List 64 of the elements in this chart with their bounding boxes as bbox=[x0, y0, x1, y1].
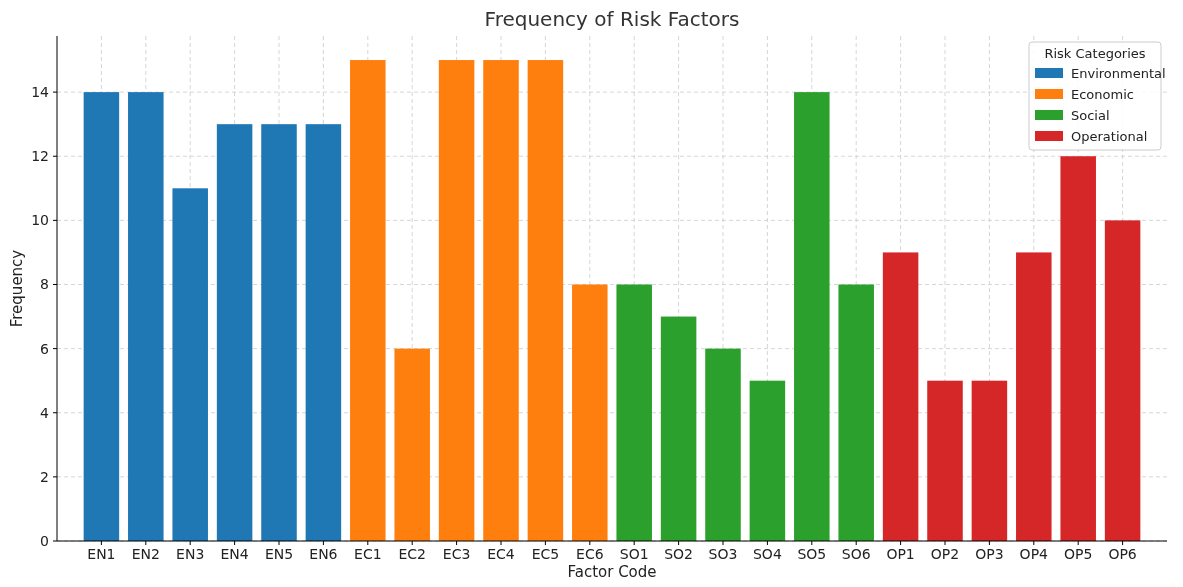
bar bbox=[838, 284, 874, 541]
x-tick-label: EN6 bbox=[309, 546, 338, 562]
bar bbox=[616, 284, 652, 541]
legend-label: Environmental bbox=[1071, 65, 1166, 81]
legend-label: Social bbox=[1071, 107, 1110, 123]
y-tick-label: 8 bbox=[40, 276, 49, 293]
y-tick-label: 6 bbox=[40, 340, 50, 357]
y-axis-title: Frequency bbox=[8, 249, 26, 328]
x-tick-label: EN5 bbox=[264, 546, 294, 562]
legend-label: Operational bbox=[1071, 128, 1148, 144]
bar bbox=[1104, 220, 1141, 541]
x-tick-label: EC2 bbox=[398, 546, 426, 562]
x-tick-label: EC1 bbox=[354, 546, 382, 562]
x-tick-label: EC5 bbox=[531, 546, 560, 562]
x-tick-label: SO6 bbox=[841, 546, 871, 562]
bar bbox=[261, 124, 297, 541]
x-tick-label: OP4 bbox=[1019, 546, 1049, 562]
x-tick-label: EN4 bbox=[220, 546, 249, 562]
bar bbox=[83, 92, 120, 541]
legend-title: Risk Categories bbox=[1044, 46, 1146, 61]
x-tick-label: OP2 bbox=[930, 546, 960, 562]
bar bbox=[438, 60, 475, 541]
y-tick-label: 2 bbox=[40, 468, 49, 485]
x-tick-label: EC6 bbox=[576, 546, 604, 562]
bar bbox=[305, 124, 342, 541]
x-tick-label: SO4 bbox=[752, 546, 782, 562]
x-tick-label: OP6 bbox=[1108, 546, 1137, 562]
bar bbox=[971, 380, 1008, 541]
x-tick-label: OP5 bbox=[1064, 546, 1093, 562]
x-tick-label: SO1 bbox=[619, 546, 649, 562]
bar bbox=[216, 124, 253, 541]
bar bbox=[350, 60, 386, 541]
legend-label: Economic bbox=[1071, 86, 1134, 102]
y-tick-label: 0 bbox=[40, 532, 49, 549]
x-tick-label: EN1 bbox=[87, 546, 116, 562]
bar bbox=[794, 92, 830, 541]
bar bbox=[483, 60, 519, 541]
x-tick-label: SO5 bbox=[797, 546, 827, 562]
x-tick-label: SO3 bbox=[708, 546, 738, 562]
x-tick-label: EC3 bbox=[442, 546, 471, 562]
x-tick-label: OP1 bbox=[886, 546, 915, 562]
x-axis-title: Factor Code bbox=[567, 563, 657, 581]
bar bbox=[705, 348, 741, 541]
bar bbox=[128, 92, 164, 541]
chart-title: Frequency of Risk Factors bbox=[484, 7, 740, 31]
x-tick-label: OP3 bbox=[975, 546, 1004, 562]
x-tick-label: SO2 bbox=[664, 546, 694, 562]
x-tick-label: EN3 bbox=[176, 546, 205, 562]
bar bbox=[927, 380, 963, 541]
bar bbox=[882, 252, 919, 541]
bar bbox=[1016, 252, 1052, 541]
bar bbox=[749, 380, 786, 541]
bar bbox=[1060, 156, 1096, 541]
bar bbox=[394, 348, 430, 541]
bar bbox=[527, 60, 564, 541]
x-tick-label: EN2 bbox=[131, 546, 160, 562]
y-tick-label: 10 bbox=[31, 212, 49, 229]
y-tick-label: 14 bbox=[31, 84, 50, 101]
y-tick-label: 12 bbox=[31, 148, 49, 165]
bar bbox=[172, 188, 208, 541]
x-tick-label: EC4 bbox=[487, 546, 515, 562]
bar bbox=[572, 284, 608, 541]
bar bbox=[660, 316, 697, 541]
y-tick-label: 4 bbox=[40, 404, 50, 421]
